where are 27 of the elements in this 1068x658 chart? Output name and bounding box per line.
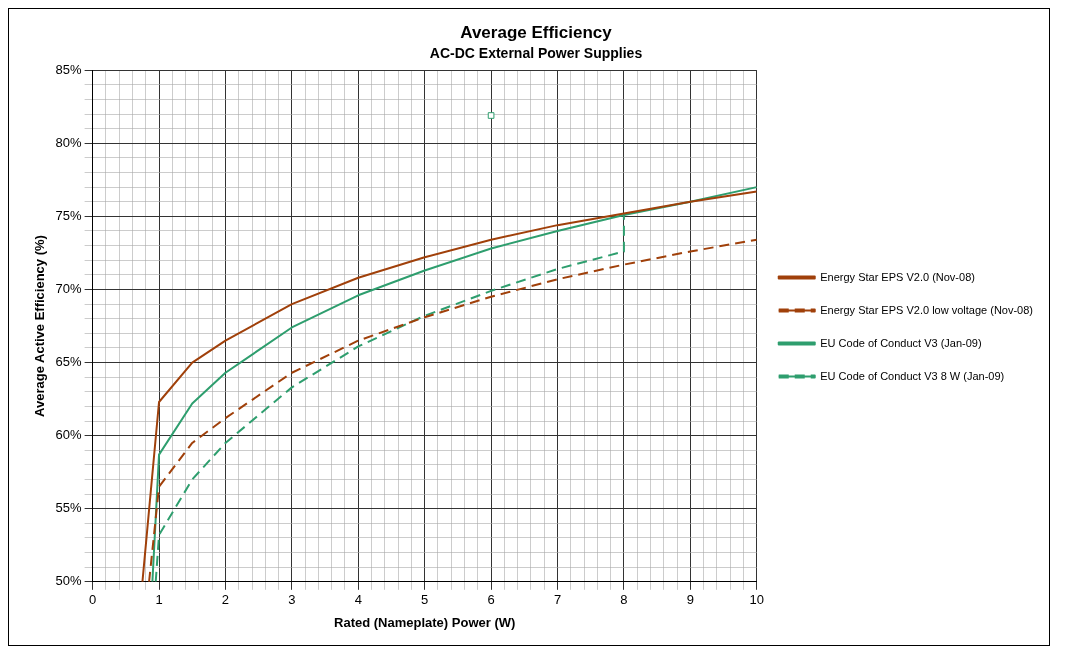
y-tick-label: 50%	[55, 573, 83, 589]
legend-label: Energy Star EPS V2.0 (Nov-08)	[820, 270, 975, 283]
x-tick-label: 0	[89, 592, 97, 608]
chart-subtitle: AC-DC External Power Supplies	[429, 44, 643, 61]
legend-label: Energy Star EPS V2.0 low voltage (Nov-08)	[820, 303, 1033, 316]
x-tick-label: 1	[155, 592, 163, 608]
x-tick-label: 9	[686, 592, 694, 608]
y-tick-label: 55%	[55, 500, 83, 516]
x-tick-label: 8	[620, 592, 628, 608]
y-axis-title: Average Active Efficiency (%)	[32, 235, 48, 417]
y-tick-label: 70%	[55, 281, 83, 297]
y-tick-label: 75%	[55, 207, 83, 223]
legend-label: EU Code of Conduct V3 (Jan-09)	[820, 336, 982, 349]
x-tick-label: 4	[354, 592, 362, 608]
chart-title: Average Efficiency	[460, 22, 613, 42]
x-tick-label: 10	[749, 592, 764, 608]
y-tick-label: 60%	[55, 427, 83, 443]
y-tick-label: 85%	[55, 61, 83, 77]
x-tick-label: 2	[221, 592, 230, 608]
y-tick-label: 65%	[55, 354, 83, 370]
x-tick-label: 6	[487, 592, 495, 608]
legend-label: EU Code of Conduct V3 8 W (Jan-09)	[820, 369, 1005, 382]
x-tick-label: 5	[421, 592, 429, 608]
x-tick-label: 3	[288, 592, 296, 608]
x-tick-label: 7	[553, 592, 562, 608]
x-axis-title: Rated (Nameplate) Power (W)	[334, 614, 516, 630]
y-tick-label: 80%	[55, 134, 83, 150]
